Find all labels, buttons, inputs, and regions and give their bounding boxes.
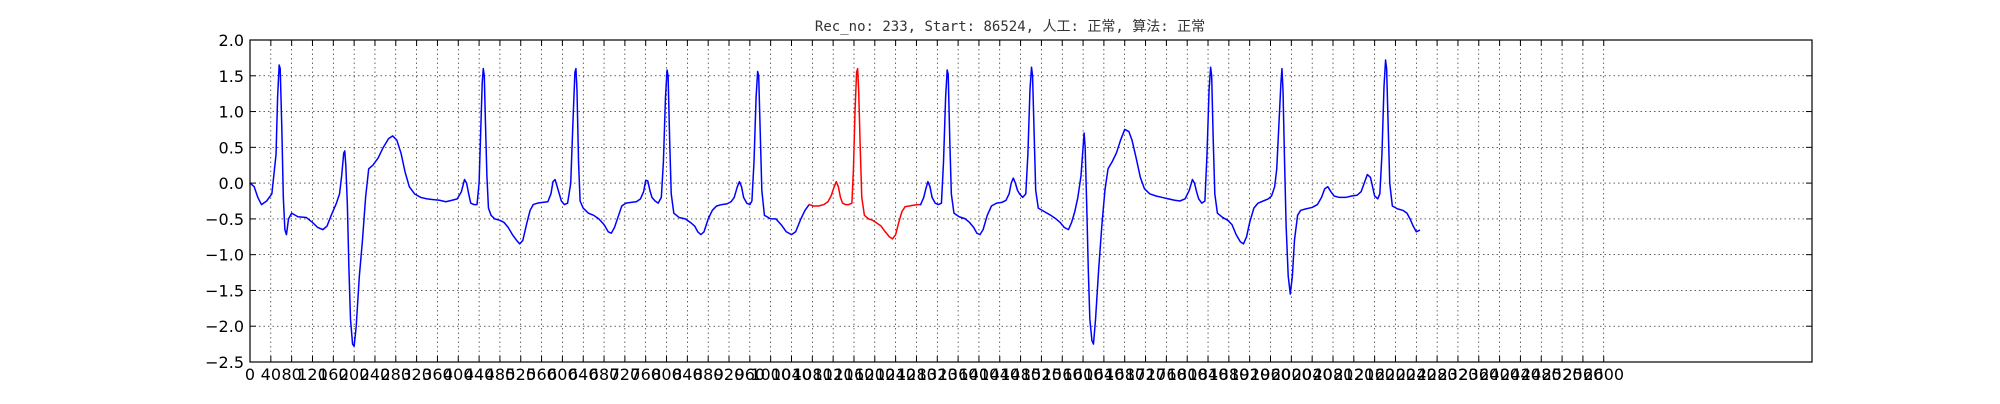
x-tick-label: 2280 (1417, 365, 1458, 384)
x-tick-label: 1160 (834, 365, 875, 384)
x-tick-label: 1040 (771, 365, 812, 384)
x-tick-label: 2200 (1375, 365, 1416, 384)
y-tick-label: −2.0 (205, 317, 244, 336)
x-tick-label: 2120 (1333, 365, 1374, 384)
y-tick-label: −0.5 (205, 210, 244, 229)
grid (250, 40, 1812, 362)
x-tick-label: 960 (735, 365, 766, 384)
x-tick-label: 1360 (938, 365, 979, 384)
x-tick-label: 1600 (1063, 365, 1104, 384)
x-tick-label: 2360 (1458, 365, 1499, 384)
x-tick-label: 2080 (1313, 365, 1354, 384)
x-tick-label: 1640 (1084, 365, 1125, 384)
x-tick-label: 1520 (1021, 365, 1062, 384)
y-axis: 2.0 1.5 1.0 0.5 0.0 −0.5 −1.0 −1.5 −2.0 −2.5 (205, 31, 1812, 372)
x-tick-label: 2320 (1438, 365, 1479, 384)
x-tick-label: 1680 (1104, 365, 1145, 384)
series-line-highlighted (808, 67, 922, 240)
x-tick-label: 0 (245, 365, 255, 384)
y-tick-label: −1.0 (205, 246, 244, 265)
x-tick-label: 560 (526, 365, 557, 384)
x-tick-label: 920 (714, 365, 745, 384)
x-tick-label: 1440 (979, 365, 1020, 384)
x-tick-label: 2480 (1521, 365, 1562, 384)
y-tick-label: 0.0 (219, 174, 244, 193)
series-line-after (919, 59, 1421, 345)
x-tick-label: 1120 (813, 365, 854, 384)
x-tick-label: 840 (672, 365, 703, 384)
x-tick-label: 880 (693, 365, 724, 384)
chart-title: Rec_no: 233, Start: 86524, 人工: 正常, 算法: 正… (815, 19, 1205, 35)
x-tick-label: 1800 (1167, 365, 1208, 384)
x-tick-label: 2600 (1583, 365, 1624, 384)
x-tick-label: 160 (318, 365, 349, 384)
series-line-before (249, 64, 810, 348)
x-tick-label: 1400 (959, 365, 1000, 384)
x-tick-label: 720 (610, 365, 641, 384)
x-tick-label: 240 (360, 365, 391, 384)
x-tick-label: 480 (485, 365, 516, 384)
x-tick-label: 680 (589, 365, 620, 384)
x-tick-label: 1480 (1000, 365, 1041, 384)
x-tick-label: 1240 (875, 365, 916, 384)
x-tick-label: 40 (261, 365, 281, 384)
x-tick-label: 1720 (1125, 365, 1166, 384)
x-tick-label: 120 (297, 365, 328, 384)
x-tick-label: 1000 (750, 365, 791, 384)
series-group (249, 59, 1421, 348)
x-tick-label: 2560 (1563, 365, 1604, 384)
x-tick-label: 2240 (1396, 365, 1437, 384)
y-tick-label: −2.5 (205, 353, 244, 372)
x-tick-label: 1200 (854, 365, 895, 384)
x-tick-label: 1280 (896, 365, 937, 384)
x-tick-label: 1320 (917, 365, 958, 384)
x-tick-label: 1760 (1146, 365, 1187, 384)
x-tick-label: 320 (401, 365, 432, 384)
x-tick-label: 400 (443, 365, 474, 384)
x-tick-label: 80 (281, 365, 301, 384)
x-tick-label: 440 (464, 365, 495, 384)
y-tick-label: 0.5 (219, 138, 244, 157)
x-tick-label: 520 (505, 365, 536, 384)
x-axis: 0 40 8012016020024028032036040044048052056… (245, 40, 1624, 384)
y-tick-label: 1.0 (219, 103, 244, 122)
x-tick-label: 2040 (1292, 365, 1333, 384)
x-tick-label: 1960 (1250, 365, 1291, 384)
x-tick-label: 200 (339, 365, 370, 384)
x-tick-label: 2440 (1500, 365, 1541, 384)
y-tick-label: −1.5 (205, 281, 244, 300)
x-tick-label: 760 (630, 365, 661, 384)
x-tick-label: 640 (568, 365, 599, 384)
x-tick-label: 1920 (1229, 365, 1270, 384)
x-tick-label: 1080 (792, 365, 833, 384)
x-tick-label: 1560 (1042, 365, 1083, 384)
x-tick-label: 360 (422, 365, 453, 384)
x-tick-label: 280 (381, 365, 412, 384)
x-tick-label: 2160 (1354, 365, 1395, 384)
x-tick-label: 1880 (1208, 365, 1249, 384)
x-tick-label: 1840 (1188, 365, 1229, 384)
x-tick-label: 2520 (1542, 365, 1583, 384)
y-tick-label: 1.5 (219, 67, 244, 86)
x-tick-label: 2400 (1479, 365, 1520, 384)
x-tick-label: 800 (651, 365, 682, 384)
x-tick-label: 2000 (1271, 365, 1312, 384)
plot-frame (249, 39, 1813, 363)
x-tick-label: 600 (547, 365, 578, 384)
y-tick-label: 2.0 (219, 31, 244, 50)
